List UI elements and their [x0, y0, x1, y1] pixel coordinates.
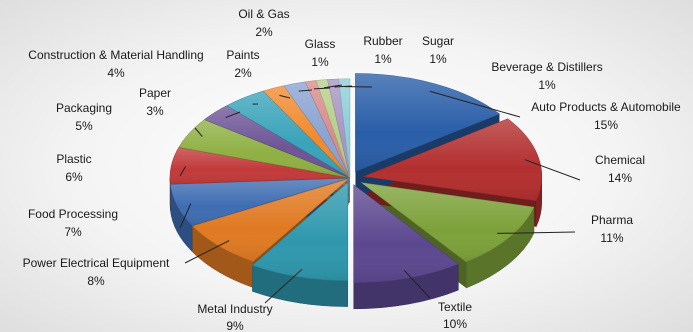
leader-line [524, 159, 581, 181]
pie-slice-gloss [252, 182, 348, 281]
slice-value-label: 11% [600, 231, 623, 245]
leader-line [179, 166, 186, 177]
slice-labels: Auto Products & Automobile 15% Chemical 14%… [23, 7, 681, 332]
slice-value-label: 8% [87, 274, 105, 288]
slice-name-label: Glass [305, 37, 336, 51]
leader-line [323, 84, 343, 89]
pie-slice-gloss [170, 147, 349, 185]
slice-name-label: Oil & Gas [238, 7, 289, 21]
slice-value-label: 10% [443, 317, 467, 331]
slice-value-label: 15% [594, 118, 618, 132]
slice-name-label: Plastic [56, 152, 91, 166]
slice-name-label: Textile [438, 300, 472, 314]
slice-name-label: Rubber [363, 34, 402, 48]
slice-name-label: Pharma [591, 213, 633, 227]
pie-slice-gloss [363, 118, 542, 201]
slice-name-label: Food Processing [28, 207, 118, 221]
slice-name-label: Power Electrical Equipment [23, 256, 170, 270]
slice-name-label: Packaging [56, 101, 112, 115]
pie-slice-tops [169, 73, 543, 284]
slice-value-label: 7% [64, 225, 82, 239]
pie-slice-gloss [283, 81, 350, 177]
leader-line [194, 127, 203, 137]
slice-name-label: Paper [139, 86, 171, 100]
leader-line [497, 231, 576, 234]
pie-slice-gloss [192, 178, 349, 262]
slice-value-label: 1% [538, 78, 556, 92]
pie-slice-gloss [327, 78, 350, 177]
pie-slice-gloss [305, 80, 350, 177]
slice-name-label: Paints [226, 48, 259, 62]
leader-line [184, 240, 230, 264]
slice-name-label: Metal Industry [197, 302, 272, 316]
leader-line [298, 89, 313, 92]
pie-slice-gloss [178, 119, 349, 178]
slice-name-label: Sugar [422, 34, 454, 48]
leader-line [403, 270, 431, 299]
slice-value-label: 6% [65, 170, 83, 184]
pie-slice-gloss [204, 105, 349, 178]
pie-slice-gloss [361, 182, 534, 263]
slice-value-label: 4% [107, 66, 125, 80]
slice-name-label: Chemical [595, 153, 645, 167]
pie-slice-gloss [355, 73, 500, 172]
pie-slice-gloss [263, 85, 350, 177]
leader-line [313, 87, 331, 90]
pie-slice-gloss [338, 78, 350, 177]
slice-value-label: 1% [311, 55, 329, 69]
leader-line [225, 111, 241, 119]
slice-value-label: 1% [374, 52, 392, 66]
leader-line [279, 94, 291, 99]
slice-value-label: 3% [146, 104, 164, 118]
slice-name-label: Construction & Material Handling [28, 48, 203, 62]
slice-name-label: Auto Products & Automobile [531, 100, 681, 114]
pie-slice-gloss [170, 178, 349, 226]
slice-value-label: 1% [429, 52, 447, 66]
pie-slice-gloss [353, 184, 459, 283]
slice-value-label: 2% [255, 25, 273, 39]
slice-value-label: 9% [226, 319, 244, 332]
leader-line [179, 203, 192, 229]
leader-line [334, 85, 353, 88]
slice-name-label: Beverage & Distillers [491, 60, 602, 74]
pie-slice-gloss [316, 79, 350, 177]
slice-value-label: 14% [608, 171, 632, 185]
slice-value-label: 2% [234, 66, 252, 80]
leader-line [264, 268, 303, 304]
slice-value-label: 5% [75, 119, 93, 133]
leader-line [429, 90, 521, 118]
pie-slice-gloss [226, 91, 349, 178]
